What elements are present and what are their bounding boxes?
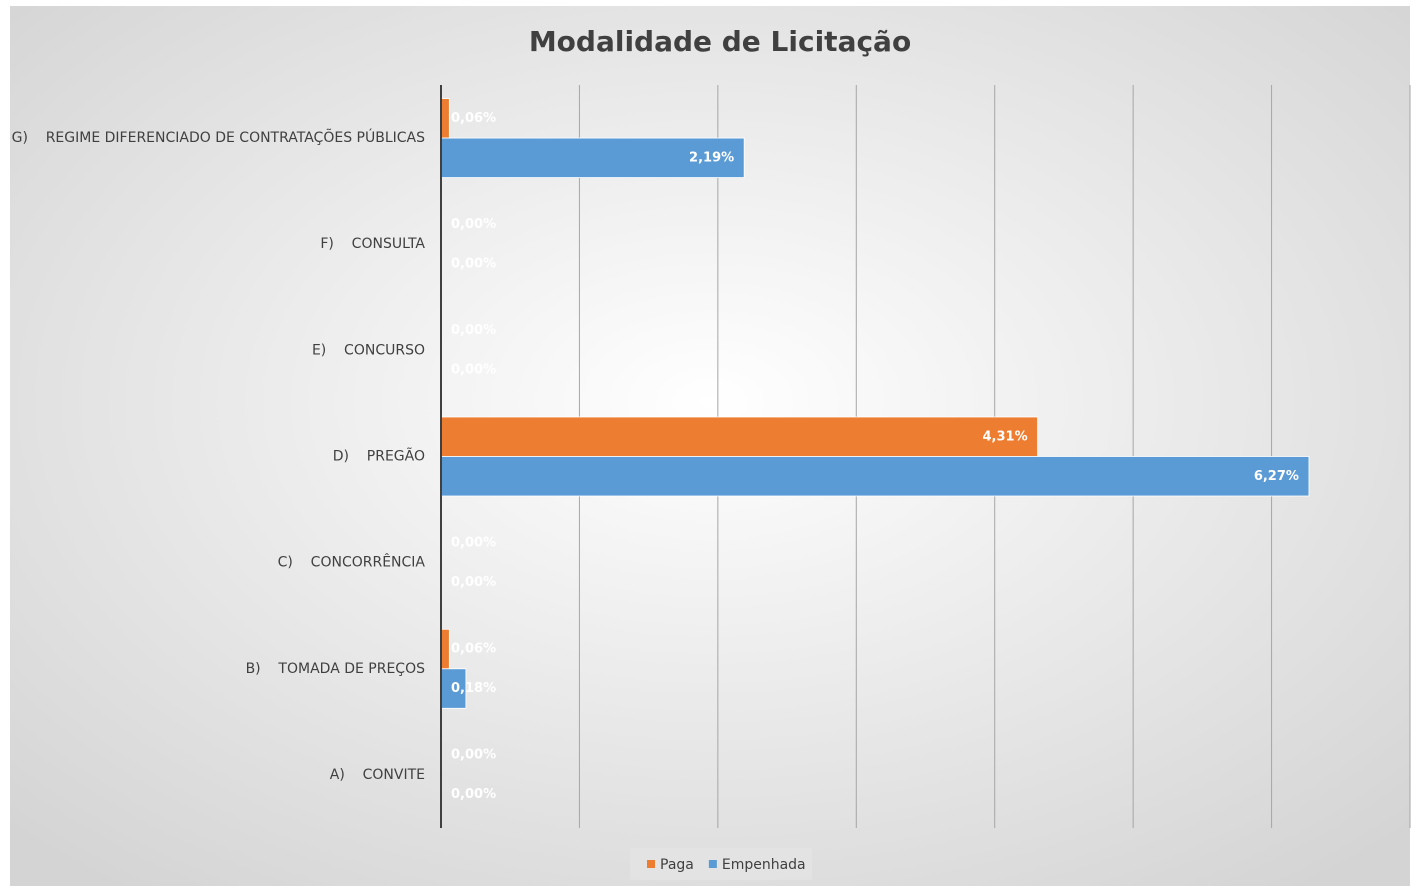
bar <box>440 668 467 709</box>
legend-box <box>630 848 812 880</box>
legend-label: Paga <box>660 857 694 873</box>
data-label: 4,31% <box>983 429 1028 444</box>
data-label: 0,00% <box>451 256 496 271</box>
bar <box>440 98 450 139</box>
chart-title: Modalidade de Licitação <box>529 25 911 58</box>
bar <box>440 628 450 670</box>
bar <box>440 456 1310 497</box>
data-label: 0,00% <box>451 748 496 763</box>
y-tick-label: G) REGIME DIFERENCIADO DE CONTRATAÇÕES P… <box>12 128 426 146</box>
y-tick-label: A) CONVITE <box>330 767 425 783</box>
legend-swatch <box>708 860 717 868</box>
data-label: 0,00% <box>451 323 496 338</box>
legend-label: Empenhada <box>722 857 806 873</box>
data-label: 0,00% <box>451 217 496 232</box>
data-label: 0,18% <box>451 681 496 696</box>
data-label: 2,19% <box>689 150 734 165</box>
y-tick-label: D) PREGÃO <box>333 448 425 465</box>
data-label: 0,00% <box>451 535 496 550</box>
bar <box>440 137 745 178</box>
y-tick-label: E) CONCURSO <box>312 342 425 358</box>
y-tick-label: F) CONSULTA <box>320 236 425 252</box>
data-label: 6,27% <box>1254 469 1299 484</box>
data-label: 0,06% <box>451 111 496 126</box>
data-label: 0,06% <box>451 642 496 657</box>
legend-swatch <box>647 860 655 868</box>
data-label: 0,00% <box>451 363 496 378</box>
bar <box>440 416 1039 457</box>
data-label: 0,00% <box>451 575 496 590</box>
y-tick-label: B) TOMADA DE PREÇOS <box>246 661 426 677</box>
y-tick-label: C) CONCORRÊNCIA <box>278 553 426 571</box>
data-label: 0,00% <box>451 787 496 802</box>
